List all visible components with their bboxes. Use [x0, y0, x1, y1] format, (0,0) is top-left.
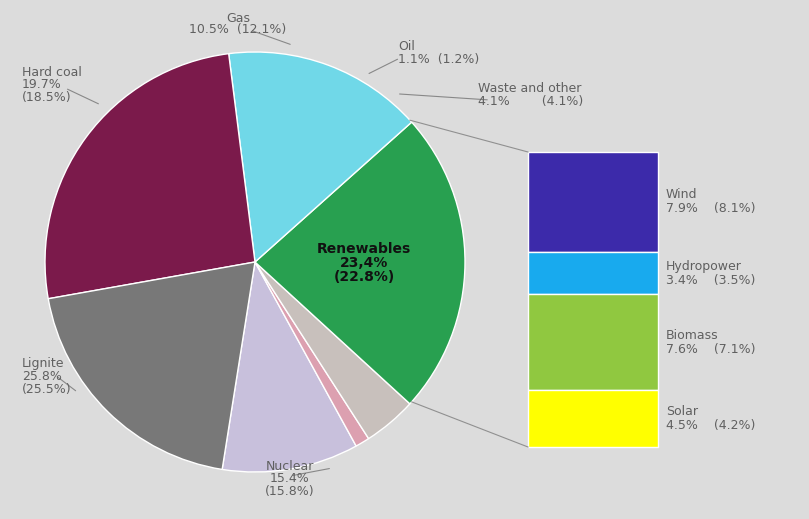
Wedge shape: [255, 262, 410, 439]
Wedge shape: [45, 53, 255, 299]
Bar: [528, 152, 658, 252]
Text: Nuclear: Nuclear: [266, 459, 314, 472]
Text: Lignite: Lignite: [22, 357, 65, 370]
Wedge shape: [49, 262, 255, 469]
Wedge shape: [222, 262, 356, 472]
Text: 7.9%    (8.1%): 7.9% (8.1%): [666, 202, 756, 215]
Wedge shape: [255, 122, 465, 404]
Bar: [528, 252, 658, 294]
Text: (15.8%): (15.8%): [265, 485, 315, 498]
Text: 7.6%    (7.1%): 7.6% (7.1%): [666, 343, 756, 356]
Text: 25.8%: 25.8%: [22, 370, 61, 383]
Text: Renewables: Renewables: [317, 242, 411, 256]
Text: 3.4%    (3.5%): 3.4% (3.5%): [666, 274, 756, 286]
Bar: [528, 294, 658, 390]
Text: 1.1%  (1.2%): 1.1% (1.2%): [398, 52, 479, 65]
Text: Oil: Oil: [398, 40, 415, 53]
Text: 23,4%: 23,4%: [340, 256, 388, 270]
Wedge shape: [229, 52, 412, 262]
Text: (22.8%): (22.8%): [333, 270, 395, 284]
Text: (25.5%): (25.5%): [22, 383, 72, 395]
Text: Waste and other: Waste and other: [478, 83, 582, 95]
Text: Solar: Solar: [666, 405, 698, 418]
Text: (18.5%): (18.5%): [22, 91, 72, 104]
Text: Biomass: Biomass: [666, 329, 718, 342]
Text: Wind: Wind: [666, 188, 697, 201]
Text: Gas: Gas: [226, 11, 250, 24]
Text: 10.5%  (12.1%): 10.5% (12.1%): [189, 23, 286, 36]
Wedge shape: [255, 262, 369, 446]
Text: Hydropower: Hydropower: [666, 260, 742, 272]
Text: 15.4%: 15.4%: [270, 471, 310, 485]
Text: Hard coal: Hard coal: [22, 65, 82, 78]
Text: 4.1%        (4.1%): 4.1% (4.1%): [478, 94, 583, 107]
Bar: [528, 390, 658, 447]
Text: 4.5%    (4.2%): 4.5% (4.2%): [666, 419, 756, 432]
Text: 19.7%: 19.7%: [22, 78, 61, 91]
